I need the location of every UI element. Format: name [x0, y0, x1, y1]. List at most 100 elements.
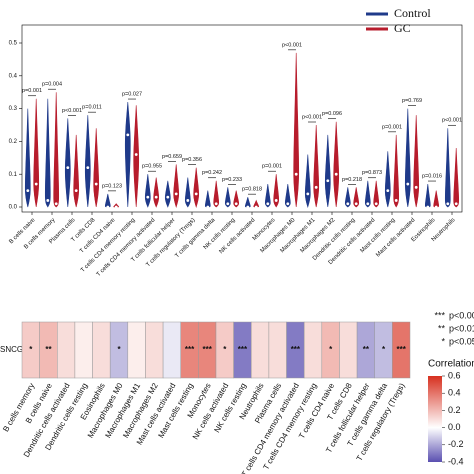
median-dot	[234, 202, 238, 206]
median-dot	[446, 202, 450, 206]
colorbar-tick-label: 0.0	[448, 422, 461, 432]
significance-stars: ***	[397, 345, 407, 354]
violin	[324, 134, 331, 208]
median-dot	[334, 172, 338, 176]
violin	[173, 164, 180, 208]
x-tick-label: NK cells activated	[219, 217, 257, 255]
violin	[433, 190, 440, 208]
median-dot	[134, 153, 138, 156]
violin	[233, 190, 240, 208]
heat-cell	[303, 321, 323, 379]
sig-label: p<0.05	[449, 336, 474, 346]
colorbar	[428, 376, 442, 462]
sig-symbol: **	[438, 323, 446, 333]
x-tick-label: T cells CD4 naive	[79, 217, 117, 255]
median-dot	[394, 199, 398, 202]
heat-cell	[127, 321, 146, 379]
violin	[64, 118, 71, 208]
median-dot	[166, 195, 170, 199]
median-dot	[66, 166, 70, 170]
median-dot	[186, 199, 190, 202]
significance-stars: ***	[185, 345, 195, 354]
median-dot	[406, 182, 410, 186]
median-dot	[414, 185, 418, 189]
sig-symbol: ***	[434, 310, 445, 320]
significance-stars: ***	[203, 345, 213, 354]
median-dot	[194, 192, 198, 196]
heat-cell	[145, 321, 164, 379]
median-dot	[46, 199, 50, 202]
y-tick-label: 0.1	[9, 172, 18, 178]
x-tick-label: Macrophages M1	[280, 217, 317, 254]
p-value: p=0.873	[362, 170, 382, 176]
p-value: p=0.027	[122, 91, 142, 97]
violin	[393, 134, 400, 208]
violin	[384, 151, 391, 208]
median-dot	[34, 182, 38, 186]
x-tick-label: Macrophages M2	[300, 217, 337, 254]
violin	[424, 184, 431, 208]
y-tick-label: 0.4	[9, 73, 18, 79]
x-tick-label: Macrophages M0	[260, 217, 297, 254]
p-value: p=0.233	[222, 177, 242, 183]
colorbar-title: Correlation	[428, 359, 474, 370]
violin	[444, 128, 451, 208]
colorbar-tick-label: -0.2	[448, 439, 464, 449]
colorbar-tick-label: 0.6	[448, 370, 461, 380]
violin	[144, 174, 151, 208]
violin	[413, 115, 420, 208]
significance-stars: *	[329, 345, 333, 354]
median-dot	[286, 202, 290, 206]
y-tick-label: 0.0	[9, 205, 18, 211]
heat-cell	[392, 321, 411, 379]
violin	[253, 199, 260, 208]
colorbar-tick-label: 0.4	[448, 388, 461, 398]
violin	[293, 52, 300, 208]
p-value: p=0.016	[422, 173, 442, 179]
violin	[84, 115, 91, 208]
median-dot	[306, 192, 310, 196]
violin	[273, 174, 280, 208]
median-dot	[54, 202, 58, 206]
significance-stars: *	[382, 345, 386, 354]
violin	[164, 180, 171, 208]
legend-label: GC	[394, 21, 411, 35]
violin	[53, 92, 60, 208]
p-value: p<0.001	[442, 118, 462, 124]
violin	[24, 108, 31, 208]
significance-stars: **	[363, 345, 370, 354]
significance-stars: *	[29, 345, 33, 354]
median-dot	[74, 189, 78, 193]
heat-cell	[92, 321, 111, 379]
p-value: p=0.001	[262, 164, 282, 170]
sig-symbol: *	[441, 336, 445, 346]
heat-cell	[268, 321, 287, 379]
legend-label: Control	[394, 6, 431, 20]
p-value: p=0.001	[22, 88, 42, 94]
significance-stars: ***	[238, 345, 248, 354]
violin	[104, 193, 111, 208]
significance-stars: *	[223, 345, 227, 354]
violin	[313, 124, 320, 208]
median-dot	[266, 202, 270, 206]
median-dot	[86, 166, 90, 170]
violin	[224, 187, 231, 208]
sig-label: p<0.01	[449, 323, 474, 333]
median-dot	[294, 172, 298, 176]
median-dot	[426, 205, 430, 209]
violin	[44, 98, 51, 208]
median-dot	[114, 205, 118, 209]
median-dot	[106, 205, 110, 209]
violin	[93, 128, 100, 208]
median-dot	[126, 133, 130, 137]
heat-cell	[57, 321, 76, 379]
p-value: p=0.818	[242, 187, 262, 193]
median-dot	[94, 182, 98, 186]
p-value: p=0.218	[342, 177, 362, 183]
violin	[184, 177, 191, 208]
p-value: p=0.004	[42, 82, 62, 88]
row-label: SNCG	[0, 345, 23, 354]
p-value: p=0.659	[162, 154, 182, 160]
p-value: p<0.001	[302, 114, 322, 120]
